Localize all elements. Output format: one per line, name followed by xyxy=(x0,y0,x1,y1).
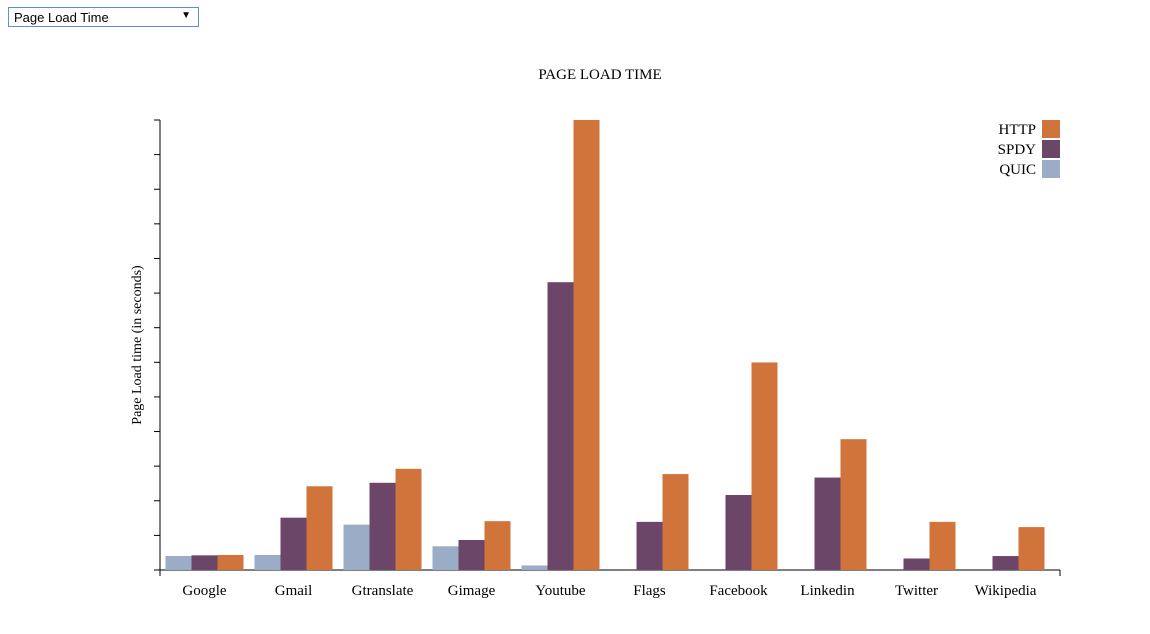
legend-swatch-http xyxy=(1042,120,1060,138)
bars xyxy=(165,120,1045,570)
bar-http-wikipedia xyxy=(1018,527,1045,570)
legend-label-spdy: SPDY xyxy=(998,142,1037,158)
bar-http-google xyxy=(217,555,244,570)
bar-spdy-gimage xyxy=(458,540,485,570)
bar-spdy-gtranslate xyxy=(369,482,396,570)
triangle-down-icon: ▼ xyxy=(181,10,191,21)
x-tick-label: Youtube xyxy=(535,583,585,599)
bar-http-gtranslate xyxy=(395,468,422,570)
x-tick-label: Linkedin xyxy=(800,583,855,599)
x-tick-label: Flags xyxy=(633,583,666,599)
bar-spdy-google xyxy=(191,555,218,570)
x-tick-label: Gmail xyxy=(275,583,313,599)
axes xyxy=(154,119,1061,576)
metric-select-value: Page Load Time xyxy=(14,9,109,25)
bar-http-flags xyxy=(662,474,689,570)
legend: HTTP SPDY QUIC xyxy=(998,120,1060,178)
bar-quic-gmail xyxy=(254,555,281,570)
x-tick-labels: Google Gmail Gtranslate Gimage Youtube Flags F… xyxy=(182,583,1036,599)
chart-title: PAGE LOAD TIME xyxy=(538,67,661,83)
legend-swatch-quic xyxy=(1042,160,1060,178)
bar-spdy-youtube xyxy=(547,282,574,570)
bar-http-facebook xyxy=(751,362,778,570)
bar-spdy-linkedin xyxy=(814,477,841,570)
x-tick-label: Wikipedia xyxy=(975,583,1037,599)
bar-quic-youtube xyxy=(521,565,548,570)
bar-spdy-gmail xyxy=(280,517,307,570)
bar-http-gimage xyxy=(484,521,511,570)
x-tick-label: Gimage xyxy=(448,583,496,599)
metric-select[interactable]: Page Load Time ▼ xyxy=(8,7,199,27)
bar-http-youtube xyxy=(573,120,600,570)
x-tick-label: Google xyxy=(182,583,227,599)
legend-swatch-spdy xyxy=(1042,140,1060,158)
bar-spdy-twitter xyxy=(903,558,930,570)
bar-http-gmail xyxy=(306,486,333,570)
legend-label-quic: QUIC xyxy=(999,162,1036,178)
bar-quic-gtranslate xyxy=(343,524,370,570)
bar-spdy-flags xyxy=(636,521,663,570)
x-tick-label: Twitter xyxy=(895,583,938,599)
legend-label-http: HTTP xyxy=(999,122,1037,138)
y-axis-label: Page Load time (in seconds) xyxy=(130,265,145,425)
bar-spdy-facebook xyxy=(725,495,752,570)
bar-spdy-wikipedia xyxy=(992,556,1019,570)
bar-quic-google xyxy=(165,556,192,570)
x-tick-label: Gtranslate xyxy=(352,583,414,599)
bar-http-linkedin xyxy=(840,439,867,570)
bar-http-twitter xyxy=(929,521,956,570)
x-tick-label: Facebook xyxy=(709,583,768,599)
bar-quic-gimage xyxy=(432,546,459,570)
